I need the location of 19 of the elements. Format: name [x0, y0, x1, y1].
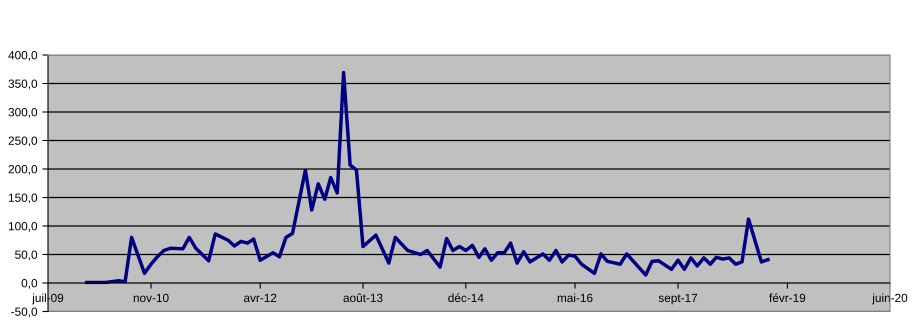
y-tick-label: 350,0 — [8, 80, 38, 90]
y-tick-label: 100,0 — [8, 222, 38, 232]
y-tick-label: 150,0 — [8, 194, 38, 204]
x-tick-label: sept-17 — [658, 294, 698, 304]
line-series — [85, 70, 770, 284]
y-tick-label: 200,0 — [8, 165, 38, 175]
y-tick-label: 250,0 — [8, 136, 38, 146]
x-tick-label: févr-19 — [769, 293, 806, 302]
x-tick-label: juin-20 — [872, 293, 908, 304]
x-tick-label: mai-16 — [558, 293, 593, 302]
x-tick-label: nov-10 — [134, 294, 169, 302]
y-tick-label: 0,0 — [22, 279, 38, 289]
x-tick-label: avr-12 — [244, 294, 276, 302]
y-tick-label: 400,0 — [8, 51, 38, 61]
y-tick-label: -50,0 — [11, 308, 38, 318]
y-tick-label: 300,0 — [8, 108, 38, 118]
x-tick-label: déc-14 — [448, 293, 484, 302]
x-tick-label: août-13 — [343, 293, 383, 302]
y-tick-label: 50,0 — [15, 250, 38, 260]
